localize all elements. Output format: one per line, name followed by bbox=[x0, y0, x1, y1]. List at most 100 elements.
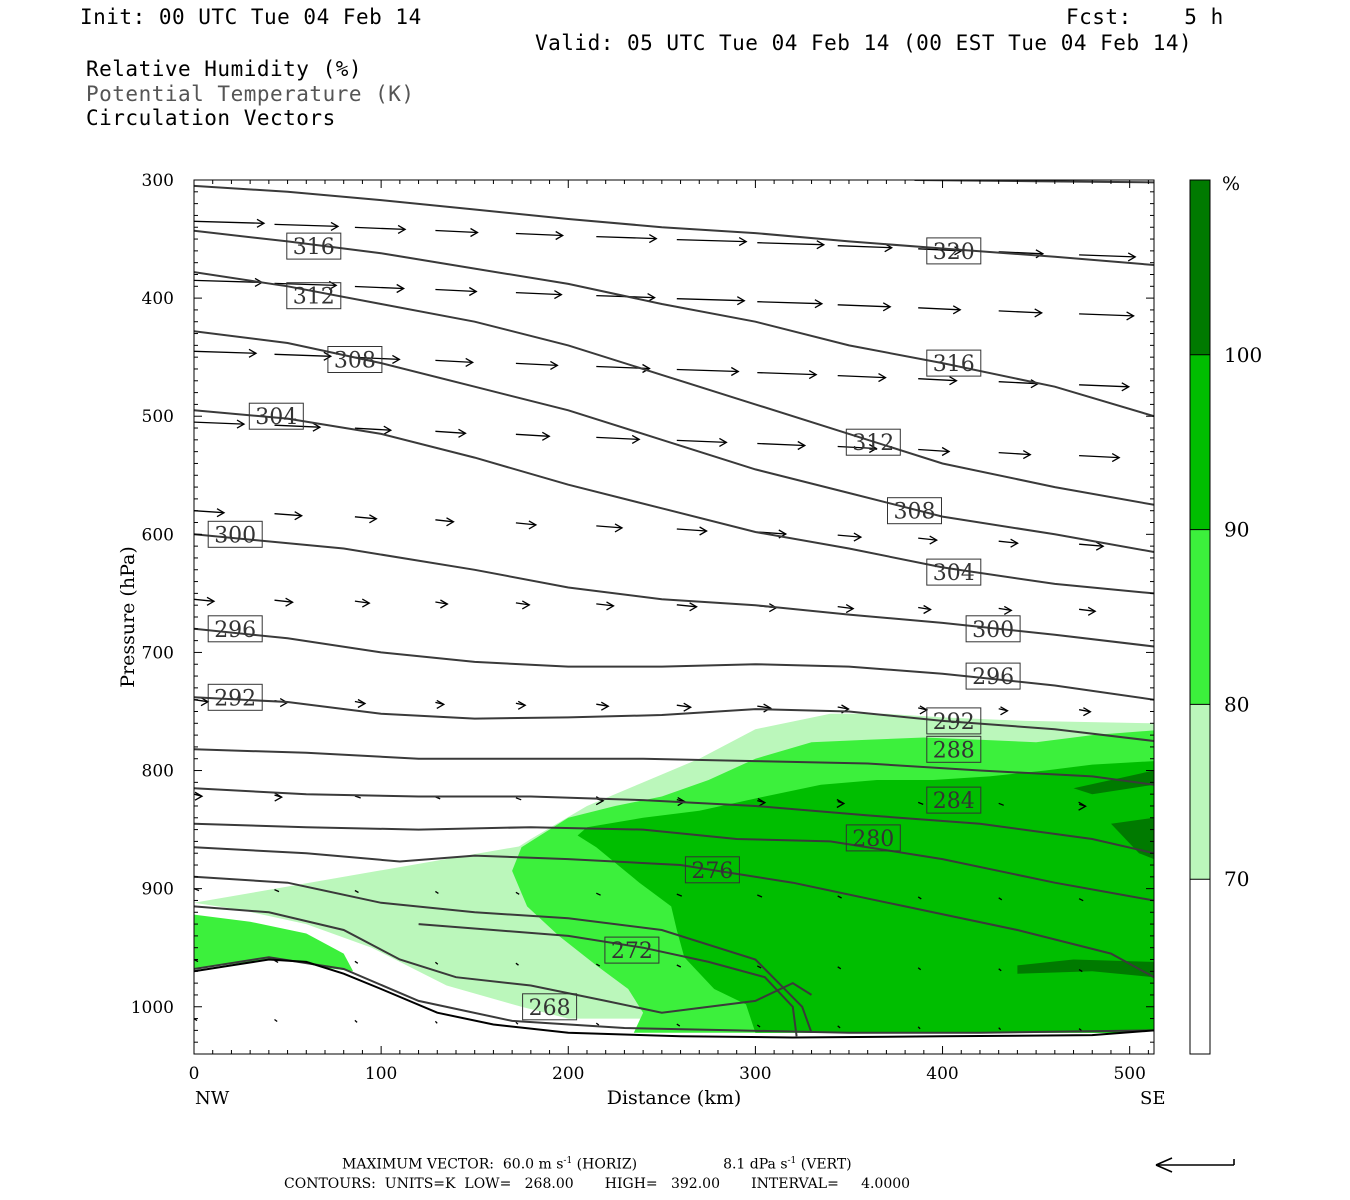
theta-label-box bbox=[248, 402, 304, 430]
theta-label-box bbox=[845, 428, 901, 456]
vector-shaft bbox=[757, 301, 822, 305]
theta-label-box bbox=[965, 662, 1021, 690]
vector-shaft bbox=[435, 890, 439, 894]
vector-head bbox=[941, 446, 951, 457]
vector-shaft bbox=[757, 442, 805, 447]
y-tick-label: 600 bbox=[142, 525, 174, 545]
vector-shaft bbox=[1078, 969, 1083, 973]
vector-shaft bbox=[515, 232, 563, 237]
vector-head bbox=[845, 604, 855, 614]
vector-shaft bbox=[194, 598, 215, 602]
vector-shaft bbox=[354, 795, 361, 799]
theta-label-box bbox=[286, 282, 342, 310]
vector-head bbox=[312, 422, 322, 432]
vector-shaft bbox=[274, 424, 320, 428]
theta-label-292: 292 bbox=[933, 710, 975, 735]
theta-contours bbox=[194, 180, 1154, 1039]
rh-fill-layer bbox=[194, 713, 1154, 1054]
vector-shaft bbox=[354, 600, 370, 604]
max-vector-vert-suffix: (VERT) bbox=[796, 1156, 852, 1173]
colorbar-swatch bbox=[1190, 879, 1210, 1054]
theta-label-box bbox=[926, 558, 982, 586]
theta-labels: 268 272 276 280 284 288 292 292 296 296 300 300 304 3… bbox=[207, 232, 1021, 1021]
vector-shaft bbox=[918, 378, 957, 382]
vector-shaft bbox=[676, 238, 747, 243]
vector-shaft bbox=[757, 894, 763, 898]
vector-head bbox=[1095, 541, 1105, 551]
theta-label-296: 296 bbox=[972, 665, 1014, 690]
vector-shaft bbox=[676, 1023, 681, 1027]
theta-label-316: 316 bbox=[933, 352, 975, 377]
y-tick-label: 900 bbox=[142, 880, 174, 900]
vector-shaft bbox=[194, 350, 257, 354]
vector-head bbox=[274, 792, 284, 802]
colorbar-swatch bbox=[1190, 704, 1210, 880]
vector-head bbox=[882, 302, 892, 312]
vector-shaft bbox=[998, 1027, 1002, 1031]
vector-shaft bbox=[837, 304, 891, 308]
colorbar-label-80: 80 bbox=[1224, 692, 1249, 716]
vector-shaft bbox=[274, 513, 302, 517]
vector-shaft bbox=[515, 797, 522, 801]
theta-contour-288 bbox=[194, 748, 1154, 786]
vector-shaft bbox=[434, 961, 439, 965]
theta-contour-296 bbox=[194, 627, 1154, 701]
theta-label-292: 292 bbox=[214, 686, 256, 711]
theta-label-box bbox=[845, 824, 901, 852]
circulation-vectors bbox=[194, 218, 1137, 1032]
vector-shaft bbox=[515, 962, 519, 966]
vector-shaft bbox=[917, 1026, 921, 1030]
theta-label-box bbox=[965, 615, 1021, 643]
vector-shaft bbox=[998, 381, 1038, 385]
vector-head bbox=[369, 514, 378, 524]
vector-shaft bbox=[194, 421, 245, 425]
theta-label-308: 308 bbox=[894, 500, 936, 525]
vector-shaft bbox=[676, 964, 682, 968]
vector-head bbox=[797, 440, 807, 451]
y-tick-label: 800 bbox=[142, 762, 174, 782]
vector-shaft bbox=[274, 353, 331, 357]
vector-shaft bbox=[434, 1020, 438, 1024]
vector-shaft bbox=[837, 966, 842, 970]
vector-head bbox=[689, 602, 698, 612]
vector-shaft bbox=[676, 298, 745, 302]
theta-label-288: 288 bbox=[933, 738, 975, 763]
vector-shaft bbox=[918, 606, 931, 611]
vector-shaft bbox=[435, 288, 477, 293]
x-tick-label: 400 bbox=[926, 1064, 958, 1084]
vector-shaft bbox=[1079, 384, 1129, 388]
theta-contour-276 bbox=[194, 875, 813, 1034]
vector-shaft bbox=[998, 451, 1031, 456]
vector-shaft bbox=[274, 223, 339, 228]
x-tick-label: 0 bbox=[189, 1064, 200, 1084]
vector-head bbox=[330, 221, 340, 231]
theta-label-box bbox=[926, 735, 982, 763]
vector-shaft bbox=[918, 307, 961, 311]
vector-head bbox=[631, 434, 641, 444]
vector-shaft bbox=[274, 599, 293, 603]
y-tick-label: 1000 bbox=[131, 998, 174, 1018]
contour-note: CONTOURS: UNITS=K LOW= 268.00 HIGH= 392.… bbox=[284, 1176, 911, 1192]
theta-label-316: 316 bbox=[293, 235, 335, 260]
vector-shaft bbox=[515, 891, 520, 895]
vector-head bbox=[465, 357, 475, 367]
vector-shaft bbox=[918, 248, 962, 252]
vector-shaft bbox=[194, 510, 225, 514]
vector-head bbox=[1126, 311, 1135, 321]
vector-head bbox=[206, 596, 216, 606]
vector-head bbox=[1000, 706, 1009, 716]
axes: 300 400 500 600 700 800 900 1000 0 100 200 300 400 50… bbox=[131, 171, 1154, 1084]
max-vector-horiz-suffix: (HORIZ) bbox=[572, 1156, 638, 1173]
vector-shaft bbox=[837, 1025, 841, 1029]
field-title-vectors: Circulation Vectors bbox=[86, 106, 336, 130]
rh-region-80-1 bbox=[194, 914, 354, 972]
theta-label-312: 312 bbox=[293, 285, 335, 310]
vector-shaft bbox=[757, 242, 824, 246]
vector-head bbox=[285, 597, 294, 607]
theta-contour-272 bbox=[418, 923, 798, 1037]
vector-shaft bbox=[596, 603, 614, 607]
vector-head bbox=[949, 376, 958, 386]
vector-head bbox=[683, 702, 693, 712]
vector-head bbox=[383, 425, 393, 435]
theta-contour-304 bbox=[194, 409, 1154, 595]
